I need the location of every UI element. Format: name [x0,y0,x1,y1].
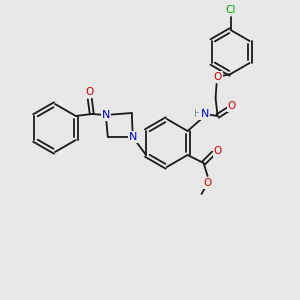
Text: N: N [200,109,209,119]
Text: Cl: Cl [225,5,236,15]
Text: H: H [194,109,201,119]
Text: N: N [129,132,137,142]
Text: N: N [102,110,110,120]
Text: O: O [227,101,236,111]
Text: O: O [86,87,94,97]
Text: O: O [213,72,222,82]
Text: O: O [213,146,222,156]
Text: O: O [203,178,212,188]
